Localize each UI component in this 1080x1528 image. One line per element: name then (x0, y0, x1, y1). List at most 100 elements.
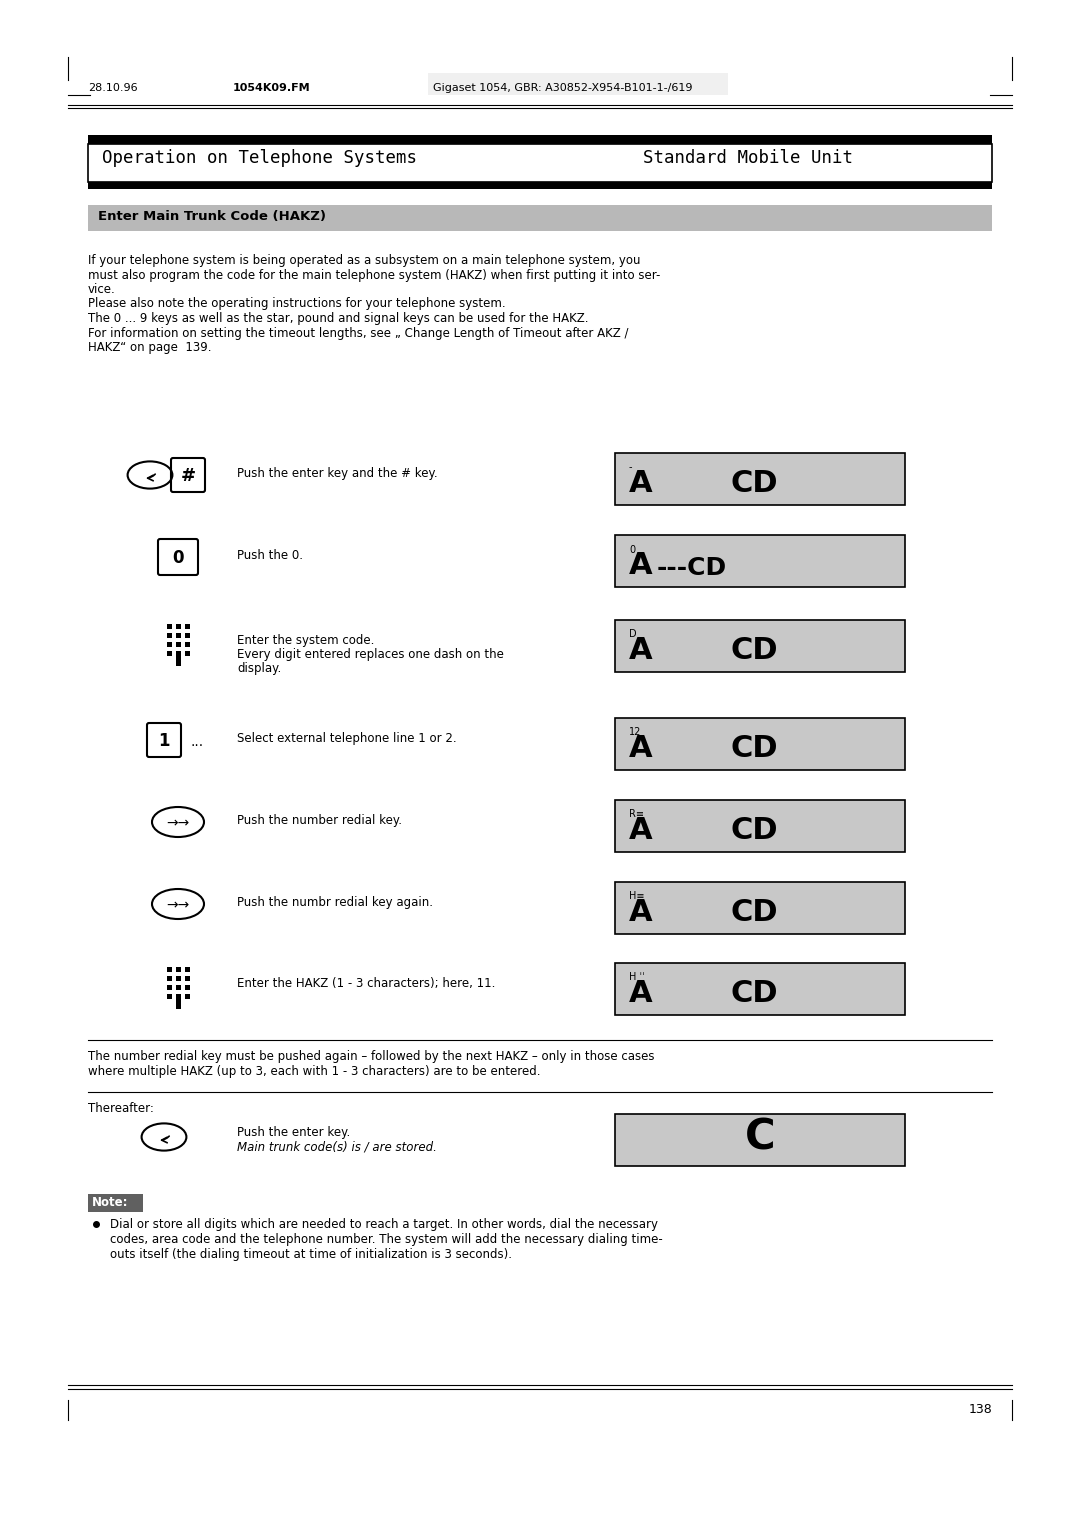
Text: A: A (629, 469, 652, 498)
Text: A: A (629, 898, 652, 927)
Text: A: A (629, 552, 652, 581)
Text: The number redial key must be pushed again – followed by the next HAKZ – only in: The number redial key must be pushed aga… (87, 1050, 654, 1063)
Text: Dial or store all digits which are needed to reach a target. In other words, dia: Dial or store all digits which are neede… (110, 1218, 658, 1232)
Text: 12: 12 (629, 727, 642, 736)
Bar (615, 535, 905, 587)
Bar (167, 995, 172, 999)
Bar (615, 1114, 905, 1166)
Text: HAKZ“ on page  139.: HAKZ“ on page 139. (87, 341, 212, 354)
Bar (176, 651, 181, 656)
Text: Operation on Telephone Systems: Operation on Telephone Systems (102, 150, 417, 167)
Text: 0: 0 (172, 549, 184, 567)
Text: CD: CD (730, 816, 778, 845)
Bar (167, 623, 172, 630)
Bar (87, 182, 993, 189)
Text: A: A (629, 979, 652, 1008)
Text: A: A (629, 733, 652, 762)
Text: Push the enter key and the # key.: Push the enter key and the # key. (237, 468, 437, 480)
Text: →→: →→ (166, 816, 190, 830)
Text: →→: →→ (166, 898, 190, 912)
Text: Please also note the operating instructions for your telephone system.: Please also note the operating instructi… (87, 298, 505, 310)
Text: CD: CD (730, 898, 778, 927)
Bar (176, 623, 181, 630)
Bar (185, 651, 190, 656)
Text: C: C (745, 1117, 775, 1160)
Text: A: A (629, 636, 652, 665)
Text: The 0 ... 9 keys as well as the star, pound and signal keys can be used for the : The 0 ... 9 keys as well as the star, po… (87, 312, 589, 325)
Text: 138: 138 (969, 1403, 993, 1416)
Bar (615, 882, 905, 934)
Text: 1054K09.FM: 1054K09.FM (233, 83, 311, 93)
Bar (185, 633, 190, 639)
Text: -: - (629, 461, 633, 472)
Text: Thereafter:: Thereafter: (87, 1102, 153, 1115)
Text: Enter the HAKZ (1 - 3 characters); here, 11.: Enter the HAKZ (1 - 3 characters); here,… (237, 976, 496, 990)
Bar (176, 967, 181, 972)
Bar (167, 986, 172, 990)
Bar (87, 134, 993, 144)
Bar (185, 642, 190, 646)
Text: Push the 0.: Push the 0. (237, 549, 303, 562)
Text: Main trunk code(s) is / are stored.: Main trunk code(s) is / are stored. (237, 1140, 437, 1154)
Text: display.: display. (237, 662, 281, 675)
Bar (87, 205, 993, 231)
Text: Standard Mobile Unit: Standard Mobile Unit (643, 150, 853, 167)
Text: CD: CD (730, 733, 778, 762)
Bar (167, 633, 172, 639)
Bar (176, 999, 181, 1008)
Text: Every digit entered replaces one dash on the: Every digit entered replaces one dash on… (237, 648, 504, 662)
Text: codes, area code and the telephone number. The system will add the necessary dia: codes, area code and the telephone numbe… (110, 1233, 663, 1245)
Bar (185, 967, 190, 972)
Text: R≡: R≡ (629, 808, 644, 819)
Text: ...: ... (190, 735, 203, 749)
Text: 28.10.96: 28.10.96 (87, 83, 137, 93)
Text: Push the enter key.: Push the enter key. (237, 1126, 350, 1138)
Bar (615, 620, 905, 672)
Bar (185, 986, 190, 990)
Text: Gigaset 1054, GBR: A30852-X954-B101-1-/619: Gigaset 1054, GBR: A30852-X954-B101-1-/6… (433, 83, 692, 93)
Text: Note:: Note: (92, 1196, 129, 1209)
Text: CD: CD (730, 469, 778, 498)
Text: #: # (180, 468, 195, 484)
Bar (185, 995, 190, 999)
Bar (176, 642, 181, 646)
Text: Push the number redial key.: Push the number redial key. (237, 814, 402, 827)
Text: Enter the system code.: Enter the system code. (237, 634, 375, 646)
Text: CD: CD (730, 636, 778, 665)
Bar (615, 452, 905, 504)
Text: D: D (629, 630, 636, 639)
Bar (185, 623, 190, 630)
Text: ---CD: ---CD (657, 556, 727, 581)
Bar (87, 1193, 143, 1212)
Text: Push the numbr redial key again.: Push the numbr redial key again. (237, 895, 433, 909)
Text: where multiple HAKZ (up to 3, each with 1 - 3 characters) are to be entered.: where multiple HAKZ (up to 3, each with … (87, 1065, 540, 1077)
Text: must also program the code for the main telephone system (HAKZ) when first putti: must also program the code for the main … (87, 269, 660, 281)
Bar (615, 963, 905, 1015)
Text: CD: CD (730, 979, 778, 1008)
Bar (176, 986, 181, 990)
Text: vice.: vice. (87, 283, 116, 296)
Bar (428, 73, 728, 95)
Bar (615, 718, 905, 770)
Bar (167, 967, 172, 972)
Bar (167, 642, 172, 646)
Text: 1: 1 (159, 732, 170, 750)
Bar (176, 976, 181, 981)
Text: Enter Main Trunk Code (HAKZ): Enter Main Trunk Code (HAKZ) (98, 209, 326, 223)
Bar (185, 976, 190, 981)
Text: If your telephone system is being operated as a subsystem on a main telephone sy: If your telephone system is being operat… (87, 254, 640, 267)
Bar (87, 144, 993, 182)
Bar (176, 656, 181, 666)
Text: H≡: H≡ (629, 891, 645, 902)
Text: A: A (629, 816, 652, 845)
Text: 0: 0 (629, 545, 635, 555)
Bar (167, 651, 172, 656)
Text: Select external telephone line 1 or 2.: Select external telephone line 1 or 2. (237, 732, 457, 746)
Bar (615, 801, 905, 853)
Bar (176, 995, 181, 999)
Bar (176, 633, 181, 639)
Text: outs itself (the dialing timeout at time of initialization is 3 seconds).: outs itself (the dialing timeout at time… (110, 1248, 512, 1261)
Text: For information on setting the timeout lengths, see „ Change Length of Timeout a: For information on setting the timeout l… (87, 327, 629, 339)
Bar (167, 976, 172, 981)
Text: H ˈˈ: H ˈˈ (629, 972, 645, 983)
